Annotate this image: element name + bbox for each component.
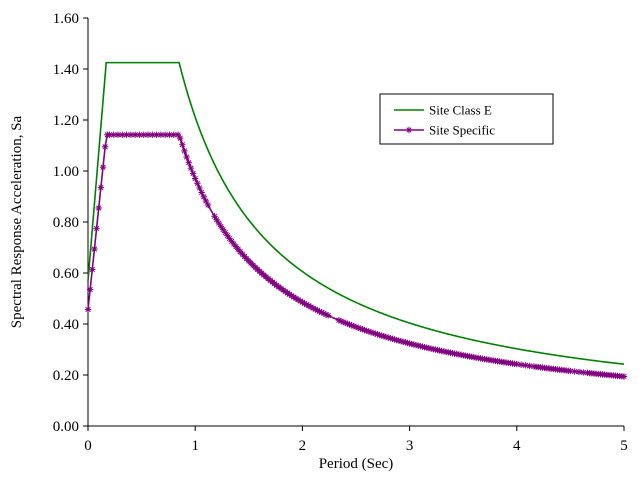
site-specific-marker xyxy=(123,131,130,138)
series-site-class-e xyxy=(87,61,625,366)
site-specific-marker xyxy=(183,153,190,161)
y-tick-label: 0.00 xyxy=(53,419,79,435)
series-layer xyxy=(84,61,628,380)
site-specific-marker xyxy=(215,219,222,227)
site-specific-marker xyxy=(189,170,197,177)
site-specific-marker xyxy=(517,361,525,368)
legend-label: Site Specific xyxy=(429,123,495,138)
plot-area: 0.00 0.20 0.40 0.60 0.80 1.00 1.20 1.40 1.60 0 1 2… xyxy=(53,11,628,454)
x-axis-title: Period (Sec) xyxy=(319,456,394,472)
site-specific-marker xyxy=(176,134,184,142)
site-specific-marker xyxy=(405,126,413,134)
site-specific-marker xyxy=(157,131,165,138)
y-tick-label: 1.20 xyxy=(53,113,79,129)
y-tick-label: 0.80 xyxy=(53,215,79,231)
site-specific-marker xyxy=(95,204,102,212)
site-specific-line xyxy=(87,133,625,378)
site-specific-marker xyxy=(89,266,96,273)
x-tick-label: 1 xyxy=(191,438,199,454)
site-specific-marker xyxy=(86,286,94,293)
site-specific-marker xyxy=(202,197,210,205)
site-specific-marker xyxy=(526,362,533,370)
site-specific-marker xyxy=(99,163,107,171)
site-specific-marker xyxy=(620,373,628,380)
site-specific-marker xyxy=(211,213,218,220)
site-specific-marker xyxy=(567,367,574,375)
y-tick-label: 1.60 xyxy=(53,11,79,27)
series-site-specific xyxy=(84,131,628,380)
legend-item: Site Specific xyxy=(394,123,495,138)
site-specific-marker xyxy=(222,229,229,236)
site-class-e-line xyxy=(87,61,625,366)
y-tick-label: 1.00 xyxy=(53,164,79,180)
y-tick-label: 0.20 xyxy=(53,368,79,384)
y-ticks: 0.00 0.20 0.40 0.60 0.80 1.00 1.20 1.40 1.60 xyxy=(53,11,88,435)
y-axis-title: Spectral Response Acceleration, Sa xyxy=(9,115,25,328)
x-tick-label: 3 xyxy=(406,438,414,454)
legend-label: Site Class E xyxy=(429,103,492,118)
y-tick-label: 1.40 xyxy=(53,62,79,78)
site-specific-marker xyxy=(179,141,186,148)
y-tick-label: 0.40 xyxy=(53,317,79,333)
site-specific-marker xyxy=(93,225,100,232)
legend-items: Site Class E Site Specific xyxy=(394,103,495,138)
site-specific-marker xyxy=(194,180,201,187)
site-specific-marker xyxy=(513,360,520,368)
legend: Site Class E Site Specific xyxy=(379,93,554,145)
x-ticks: 0 1 2 3 4 5 xyxy=(84,426,628,454)
legend-item: Site Class E xyxy=(394,103,492,118)
y-tick-label: 0.60 xyxy=(53,266,79,282)
legend-box xyxy=(379,93,554,145)
x-tick-label: 5 xyxy=(620,438,628,454)
site-specific-marker xyxy=(101,143,109,150)
site-specific-marker xyxy=(522,362,529,369)
site-specific-marker xyxy=(91,245,98,253)
site-specific-marker xyxy=(187,164,195,172)
site-specific-marker xyxy=(213,216,220,223)
x-tick-label: 2 xyxy=(299,438,307,454)
x-tick-label: 4 xyxy=(513,438,521,454)
x-tick-label: 0 xyxy=(84,438,92,454)
site-specific-marker xyxy=(324,312,332,319)
site-specific-marker xyxy=(204,201,212,209)
site-specific-marker xyxy=(335,317,343,324)
site-specific-marker xyxy=(136,131,143,138)
site-specific-marker xyxy=(84,306,92,313)
site-specific-marker xyxy=(97,184,105,191)
site-specific-marker xyxy=(181,147,188,155)
site-specific-marker xyxy=(149,131,156,138)
site-specific-marker xyxy=(185,159,192,166)
site-specific-marker xyxy=(174,131,182,138)
site-specific-marker xyxy=(114,131,122,138)
site-specific-marker xyxy=(192,175,199,182)
